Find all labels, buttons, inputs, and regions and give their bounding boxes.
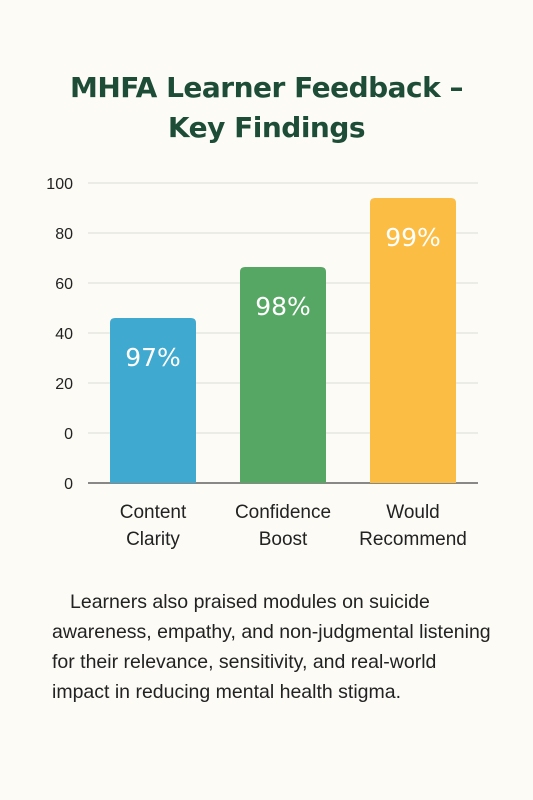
bar-value-label: 99%: [385, 223, 441, 252]
y-axis-ticks: 0 0 20 40 60 80 100: [46, 176, 73, 493]
y-tick-label: 80: [55, 226, 73, 243]
y-tick-label: 0: [64, 476, 73, 493]
chart-title-line-1: MHFA Learner Feedback –: [69, 71, 464, 104]
findings-note: Learners also praised modules on suicide…: [52, 591, 491, 703]
x-category-label: Confidence: [235, 502, 331, 523]
y-tick-label: 40: [55, 326, 73, 343]
bars: 97% 98% 99%: [110, 198, 456, 483]
chart-title: MHFA Learner Feedback – Key Findings: [0, 68, 533, 148]
x-category-label: Content: [120, 502, 187, 523]
x-axis-labels: Content Clarity Confidence Boost Would Recomm…: [120, 502, 467, 550]
bar: [370, 198, 456, 483]
x-category-label: Would: [386, 502, 440, 523]
y-tick-label: 100: [46, 176, 73, 193]
x-category-label: Recommend: [359, 529, 467, 550]
bar-value-label: 98%: [255, 292, 311, 321]
x-category-label: Boost: [259, 529, 308, 550]
bar: [240, 267, 326, 483]
y-tick-label: 20: [55, 376, 73, 393]
y-tick-label: 0: [64, 426, 73, 443]
y-tick-label: 60: [55, 276, 73, 293]
chart-title-line-2: Key Findings: [167, 111, 366, 144]
bar: [110, 318, 196, 483]
x-category-label: Clarity: [126, 529, 180, 550]
bar-value-label: 97%: [125, 343, 181, 372]
